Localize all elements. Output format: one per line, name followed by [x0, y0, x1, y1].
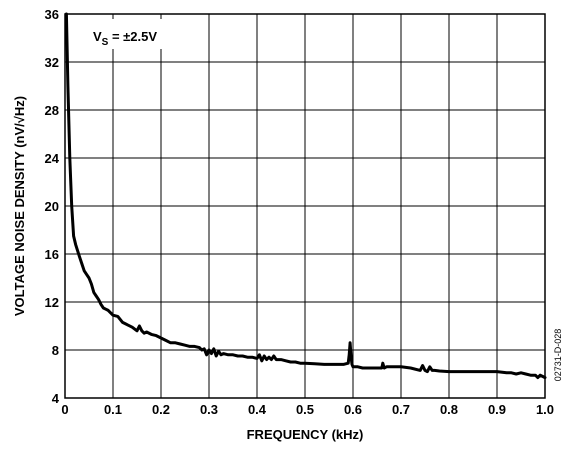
- x-tick-label: 0.6: [344, 402, 362, 417]
- y-axis-label: VOLTAGE NOISE DENSITY (nV/√Hz): [12, 96, 27, 316]
- x-tick-label: 0.2: [152, 402, 170, 417]
- y-tick-label: 36: [45, 7, 59, 22]
- y-tick-label: 16: [45, 247, 59, 262]
- y-tick-label: 4: [52, 391, 60, 406]
- supply-voltage-annotation: VS = ±2.5V: [93, 29, 157, 48]
- y-tick-label: 12: [45, 295, 59, 310]
- y-tick-label: 28: [45, 103, 59, 118]
- x-tick-label: 0: [61, 402, 68, 417]
- series-group: [64, 12, 547, 380]
- y-tick-label: 32: [45, 55, 59, 70]
- y-tick-label: 8: [52, 343, 59, 358]
- noise-density-line: [64, 12, 547, 380]
- y-tick-label: 20: [45, 199, 59, 214]
- annotation-rest: = ±2.5V: [108, 29, 157, 44]
- x-tick-labels: 0 0.1 0.2 0.3 0.4 0.5 0.6 0.7 0.8 0.9 1.0: [61, 402, 554, 417]
- x-tick-label: 0.3: [200, 402, 218, 417]
- annotation-background: [78, 19, 202, 49]
- grid-lines: [65, 14, 545, 398]
- x-tick-label: 0.5: [296, 402, 314, 417]
- x-axis-label: FREQUENCY (kHz): [247, 427, 364, 442]
- x-tick-label: 1.0: [536, 402, 554, 417]
- document-id: 02731-D-028: [553, 329, 563, 382]
- annotation-subscript: S: [102, 37, 109, 48]
- x-tick-label: 0.7: [392, 402, 410, 417]
- annotation-main: V: [93, 29, 102, 44]
- plot-frame: [64, 13, 546, 399]
- x-tick-label: 0.1: [104, 402, 122, 417]
- x-tick-label: 0.9: [488, 402, 506, 417]
- x-tick-label: 0.4: [248, 402, 267, 417]
- y-tick-label: 24: [45, 151, 60, 166]
- y-tick-labels: 4 8 12 16 20 24 28 32 36: [45, 7, 60, 406]
- x-tick-label: 0.8: [440, 402, 458, 417]
